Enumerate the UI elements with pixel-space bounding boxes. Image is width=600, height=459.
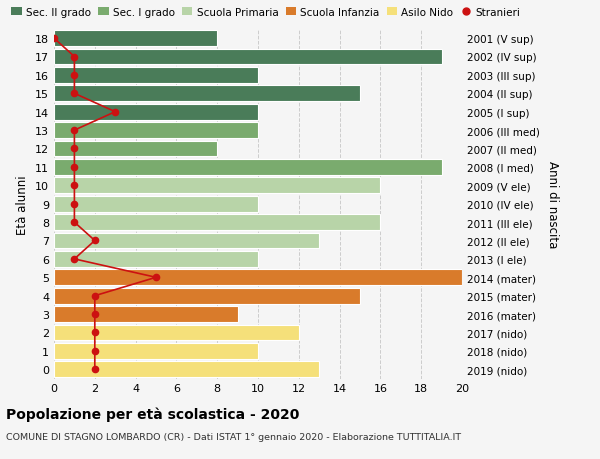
Bar (54, 215, 380, 230)
Bar (54, 343, 258, 359)
Bar (54, 307, 238, 322)
Bar (54, 105, 258, 120)
Bar (54, 178, 380, 194)
Text: Popolazione per età scolastica - 2020: Popolazione per età scolastica - 2020 (6, 406, 299, 421)
Bar (54, 50, 442, 65)
Bar (54, 325, 299, 341)
Bar (54, 270, 462, 285)
Y-axis label: Età alunni: Età alunni (16, 174, 29, 234)
Bar (54, 160, 442, 175)
Bar (54, 196, 258, 212)
Bar (54, 31, 217, 47)
Bar (54, 68, 258, 84)
Bar (54, 86, 360, 102)
Bar (54, 252, 258, 267)
Bar (54, 233, 319, 249)
Bar (54, 123, 258, 139)
Y-axis label: Anni di nascita: Anni di nascita (546, 161, 559, 248)
Bar (54, 288, 360, 304)
Bar (54, 141, 217, 157)
Text: COMUNE DI STAGNO LOMBARDO (CR) - Dati ISTAT 1° gennaio 2020 - Elaborazione TUTTI: COMUNE DI STAGNO LOMBARDO (CR) - Dati IS… (6, 432, 461, 442)
Legend: Sec. II grado, Sec. I grado, Scuola Primaria, Scuola Infanzia, Asilo Nido, Stran: Sec. II grado, Sec. I grado, Scuola Prim… (11, 7, 520, 17)
Bar (54, 362, 319, 377)
